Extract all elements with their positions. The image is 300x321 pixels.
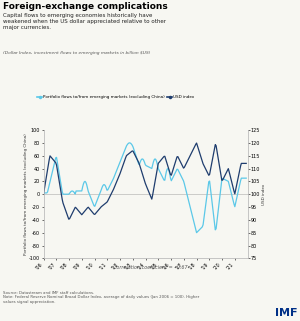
Text: Source: Datastream and IMF staff calculations.
Note: Federal Reserve Nominal Bro: Source: Datastream and IMF staff calcula… <box>3 291 199 304</box>
Text: IMF: IMF <box>274 308 297 318</box>
Text: (Dollar Index, investment flows to emerging markets in billion $US): (Dollar Index, investment flows to emerg… <box>3 51 151 55</box>
Text: Capital flows to emerging economies historically have
weakened when the US dolla: Capital flows to emerging economies hist… <box>3 13 166 30</box>
Text: Correlation coefficient = –0.67: Correlation coefficient = –0.67 <box>113 265 187 270</box>
Text: Foreign-exchange complications: Foreign-exchange complications <box>3 2 168 11</box>
Legend: Portfolio flows to/from emerging markets (excluding China), USD index: Portfolio flows to/from emerging markets… <box>35 93 196 101</box>
Y-axis label: Portfolio flows to/from emerging markets (excluding China): Portfolio flows to/from emerging markets… <box>23 133 28 255</box>
Y-axis label: USD index: USD index <box>262 184 266 205</box>
